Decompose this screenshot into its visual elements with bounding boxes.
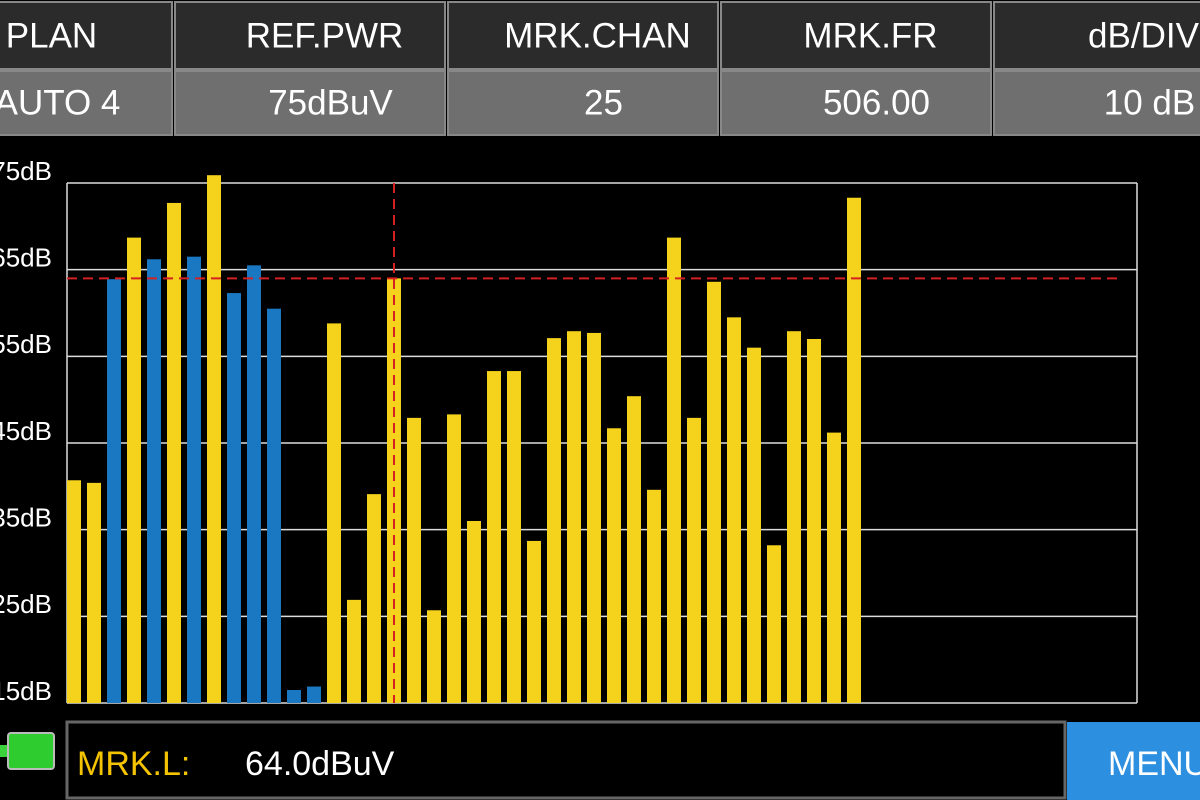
bar [347, 599, 361, 703]
bar [487, 371, 501, 703]
header-value: AUTO 4 [0, 83, 120, 122]
header-label-cell [447, 1, 719, 70]
battery-tip [0, 745, 8, 757]
header-label-cell [0, 1, 173, 70]
bar [107, 279, 121, 703]
header-label-cell [993, 1, 1200, 70]
footer-box [65, 720, 1067, 800]
menu-button[interactable] [1067, 722, 1200, 800]
y-tick-label: 45dB [0, 416, 52, 446]
header-label: REF.PWR [246, 16, 404, 55]
bar [427, 610, 441, 703]
header-label-cell [174, 1, 446, 70]
header-label: MRK.FR [803, 16, 937, 55]
bar [67, 480, 81, 703]
bar [567, 331, 581, 703]
bar [827, 432, 841, 703]
bar [207, 175, 221, 703]
menu-button-label[interactable]: MENU [1108, 745, 1200, 783]
bar [227, 293, 241, 703]
bar [547, 338, 561, 703]
bar [687, 417, 701, 703]
header-value: 25 [584, 83, 623, 122]
bar [507, 371, 521, 703]
bar [627, 396, 641, 703]
bar [127, 237, 141, 703]
bar [787, 331, 801, 703]
header-label: MRK.CHAN [504, 16, 691, 55]
bar [447, 414, 461, 703]
bar [307, 686, 321, 703]
bar [287, 690, 301, 703]
header-value-cell [720, 70, 992, 136]
bar [647, 489, 661, 703]
bar [767, 545, 781, 703]
battery-icon [7, 732, 55, 770]
header-value-cell [447, 70, 719, 136]
footer: MRK.L: 64.0dBuV MENU [0, 720, 1200, 800]
header-label: PLAN [6, 16, 97, 55]
y-tick-label: 25dB [0, 589, 52, 619]
plot: 75dB 65dB 55dB 45dB 35dB 25dB 15dB [0, 156, 1138, 706]
y-tick-label: 75dB [0, 156, 52, 186]
bar [747, 347, 761, 703]
marker-level-value: 64.0dBuV [245, 745, 395, 783]
header-value: 75dBuV [268, 83, 393, 122]
header-value: 10 dB [1104, 83, 1195, 122]
header-value-cell [174, 70, 446, 136]
header-value: 506.00 [823, 83, 930, 122]
bar [847, 197, 861, 703]
bar [247, 265, 261, 703]
y-tick-label: 35dB [0, 503, 52, 533]
marker-level-label: MRK.L: [77, 745, 190, 783]
y-tick-label: 55dB [0, 329, 52, 359]
bar [367, 494, 381, 703]
header-value-cell [0, 70, 173, 136]
bar [527, 540, 541, 703]
bar [607, 428, 621, 703]
header-label: dB/DIV [1088, 16, 1200, 55]
bar [727, 317, 741, 703]
y-tick-label: 15dB [0, 676, 52, 706]
bar [407, 417, 421, 703]
header-label-cell [720, 1, 992, 70]
bar [587, 332, 601, 703]
bar [807, 339, 821, 703]
bar [167, 202, 181, 703]
bar [267, 308, 281, 703]
bar [87, 482, 101, 703]
bar [467, 521, 481, 703]
header-value-cell [993, 70, 1200, 136]
bar [707, 281, 721, 703]
header: PLAN AUTO 4 REF.PWR 75dBuV MRK.CHAN 25 MRK.FR 5… [0, 1, 1200, 136]
y-tick-label: 65dB [0, 243, 52, 273]
bar [667, 237, 681, 703]
bar [327, 323, 341, 703]
bar [147, 259, 161, 703]
bar [187, 256, 201, 703]
